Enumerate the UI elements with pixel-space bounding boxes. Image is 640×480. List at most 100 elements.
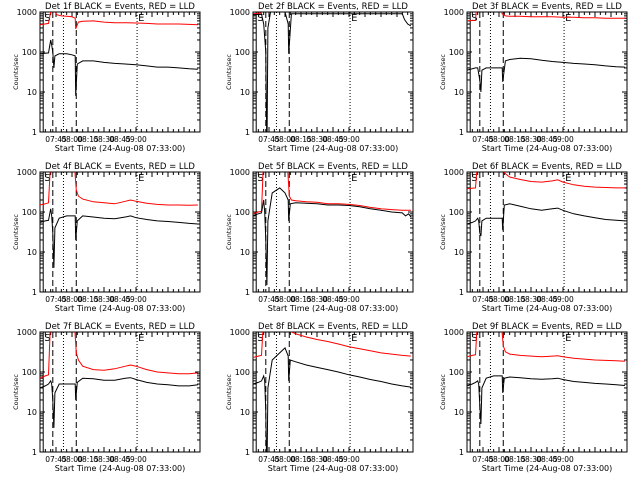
detector-panel: 1 10 100 1000 07:4508:0008:1508:3008:4509:00… (225, 322, 414, 473)
y-tick-label: 1 (459, 448, 464, 457)
x-tick-label: 08:00 (61, 295, 83, 304)
time-marker-label: E (351, 173, 357, 184)
x-axis-label: Start Time (24-Aug-08 07:33:00) (268, 304, 399, 313)
x-tick-label: 09:00 (338, 135, 360, 144)
x-tick-label: 09:00 (125, 455, 147, 464)
time-marker-label: S (257, 173, 263, 184)
x-tick-label: 08:00 (274, 295, 296, 304)
y-tick-label: 1 (32, 448, 37, 457)
y-tick-label: 10 (240, 88, 250, 97)
events-series-line (40, 377, 198, 428)
y-tick-label: 1 (459, 288, 464, 297)
events-series-line (253, 12, 412, 132)
panel-title: Det 3f BLACK = Events, RED = LLD (472, 2, 622, 12)
y-tick-label: 100 (235, 208, 250, 217)
events-series-line (40, 208, 198, 268)
y-tick-label: 10 (240, 248, 250, 257)
x-tick-label: 08:30 (306, 455, 328, 464)
y-axis-label: Counts/sec (225, 54, 233, 90)
x-tick-label: 08:15 (290, 135, 312, 144)
panel-title: Det 6f BLACK = Events, RED = LLD (472, 162, 622, 172)
events-series-line (467, 375, 625, 425)
x-axis-label: Start Time (24-Aug-08 07:33:00) (55, 464, 186, 473)
panel-title: Det 8f BLACK = Events, RED = LLD (258, 322, 408, 332)
lld-series-line (467, 332, 625, 362)
x-tick-label: 09:00 (338, 455, 360, 464)
y-tick-label: 100 (22, 48, 37, 57)
panel-title: Det 9f BLACK = Events, RED = LLD (472, 322, 622, 332)
time-marker-label: E (351, 333, 357, 344)
x-tick-label: 08:00 (488, 135, 510, 144)
y-tick-label: 1000 (230, 328, 250, 337)
x-tick-label: 08:30 (520, 135, 542, 144)
lld-series-line (253, 332, 411, 358)
events-series-line (40, 39, 198, 96)
y-tick-label: 1000 (17, 8, 37, 17)
x-tick-label: 08:30 (93, 295, 115, 304)
x-tick-label: 07:45 (45, 135, 67, 144)
x-tick-label: 07:45 (258, 295, 280, 304)
y-axis-label: Counts/sec (12, 214, 20, 250)
plot-frame (252, 11, 414, 133)
y-tick-label: 10 (454, 408, 464, 417)
time-marker-label: S (44, 173, 50, 184)
x-tick-label: 07:45 (472, 455, 494, 464)
x-tick-label: 07:45 (45, 455, 67, 464)
x-tick-label: 08:15 (77, 455, 99, 464)
detector-panel: 1 10 100 1000 07:4508:0008:1508:3008:4509:00… (225, 162, 414, 313)
y-tick-label: 1 (32, 128, 37, 137)
x-axis-label: Start Time (24-Aug-08 07:33:00) (268, 464, 399, 473)
x-tick-label: 07:45 (472, 295, 494, 304)
detector-panel: 1 10 100 1000 07:4508:0008:1508:3008:4509:00… (12, 322, 201, 473)
events-series-line (467, 57, 625, 93)
x-tick-label: 08:30 (306, 295, 328, 304)
panel-title: Det 1f BLACK = Events, RED = LLD (45, 2, 195, 12)
time-marker-label: E (351, 13, 357, 24)
y-tick-label: 100 (22, 208, 37, 217)
x-tick-label: 08:45 (322, 135, 344, 144)
x-tick-label: 08:15 (504, 455, 526, 464)
x-tick-label: 08:45 (109, 135, 131, 144)
detector-panel: 1 10 100 1000 07:4508:0008:1508:3008:4509:00… (439, 322, 628, 473)
detector-panel: 1 10 100 1000 07:4508:0008:1508:3008:4509:00… (12, 2, 201, 153)
y-tick-label: 1000 (17, 328, 37, 337)
plot-frame (252, 331, 414, 453)
x-tick-label: 09:00 (125, 295, 147, 304)
y-tick-label: 10 (27, 408, 37, 417)
x-tick-label: 08:15 (504, 295, 526, 304)
x-tick-label: 08:15 (290, 455, 312, 464)
plot-frame (466, 331, 628, 453)
events-series-line (467, 203, 625, 237)
x-tick-label: 08:15 (77, 295, 99, 304)
y-tick-label: 1000 (444, 328, 464, 337)
y-tick-label: 10 (454, 248, 464, 257)
time-marker-label: E (138, 333, 144, 344)
x-tick-label: 08:30 (520, 455, 542, 464)
x-tick-label: 08:45 (109, 295, 131, 304)
x-tick-label: 08:45 (109, 455, 131, 464)
y-axis-label: Counts/sec (225, 374, 233, 410)
time-marker-label: S (471, 333, 477, 344)
y-tick-label: 100 (449, 208, 464, 217)
time-marker-label: E (565, 173, 571, 184)
lld-series-line (467, 172, 625, 190)
x-tick-label: 08:45 (536, 295, 558, 304)
time-marker-label: E (138, 173, 144, 184)
x-tick-label: 07:45 (258, 455, 280, 464)
y-tick-label: 1000 (444, 8, 464, 17)
y-axis-label: Counts/sec (12, 54, 20, 90)
x-axis-label: Start Time (24-Aug-08 07:33:00) (482, 144, 613, 153)
y-tick-label: 10 (240, 408, 250, 417)
time-marker-label: S (44, 13, 50, 24)
y-tick-label: 1 (32, 288, 37, 297)
time-marker-label: E (565, 333, 571, 344)
x-tick-label: 08:30 (93, 135, 115, 144)
x-tick-label: 07:45 (258, 135, 280, 144)
y-axis-label: Counts/sec (439, 214, 447, 250)
detector-panel: 1 10 100 1000 07:4508:0008:1508:3008:4509:00… (12, 162, 201, 313)
y-tick-label: 10 (27, 88, 37, 97)
events-series-line (253, 187, 412, 286)
lld-series-line (467, 12, 625, 22)
y-tick-label: 1000 (17, 168, 37, 177)
x-tick-label: 08:00 (274, 135, 296, 144)
